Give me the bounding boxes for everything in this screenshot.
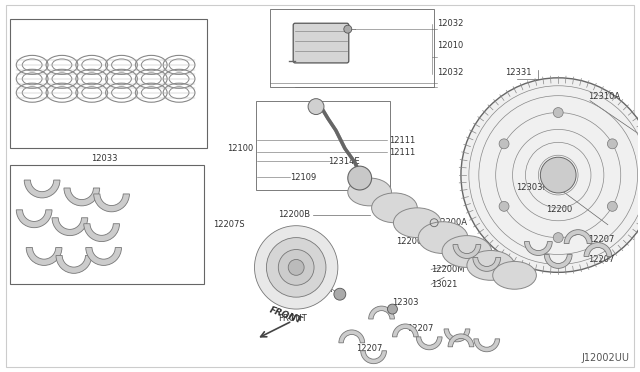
Circle shape [607, 201, 618, 211]
Text: 12303F: 12303F [516, 183, 548, 192]
Wedge shape [416, 337, 442, 350]
Wedge shape [351, 178, 369, 187]
Text: 12303A: 12303A [300, 285, 332, 294]
Wedge shape [26, 247, 62, 265]
Ellipse shape [442, 235, 492, 267]
Circle shape [348, 166, 372, 190]
Text: 12331: 12331 [505, 68, 532, 77]
Text: 12032: 12032 [437, 68, 463, 77]
Wedge shape [584, 243, 612, 256]
Circle shape [499, 201, 509, 211]
Circle shape [334, 288, 346, 300]
Circle shape [387, 304, 397, 314]
Text: 12207: 12207 [356, 344, 382, 353]
Text: 12200: 12200 [547, 205, 573, 214]
Text: 12207S: 12207S [213, 220, 244, 229]
Circle shape [461, 78, 640, 272]
Wedge shape [64, 188, 100, 206]
Text: 12032: 12032 [437, 19, 463, 28]
Circle shape [278, 250, 314, 285]
Ellipse shape [467, 250, 515, 280]
Text: FRONT: FRONT [268, 305, 303, 325]
Text: 12010: 12010 [437, 41, 463, 49]
Wedge shape [24, 180, 60, 198]
Bar [270, 9, 434, 87]
Text: FRONT: FRONT [278, 314, 307, 324]
Ellipse shape [394, 208, 441, 238]
Wedge shape [339, 330, 365, 343]
Ellipse shape [419, 222, 468, 253]
Text: 12314E: 12314E [328, 157, 360, 166]
Text: 12100: 12100 [227, 144, 253, 153]
Circle shape [499, 139, 509, 149]
Ellipse shape [348, 178, 392, 206]
Wedge shape [93, 194, 129, 212]
Text: 12207: 12207 [588, 255, 614, 264]
Text: 12200H: 12200H [397, 237, 429, 246]
Bar [257, 101, 390, 190]
Wedge shape [474, 339, 500, 352]
Wedge shape [16, 210, 52, 228]
Text: 12111: 12111 [390, 148, 416, 157]
Text: 12111: 12111 [390, 136, 416, 145]
Text: 12200B: 12200B [278, 210, 310, 219]
Wedge shape [86, 247, 122, 265]
Wedge shape [351, 169, 369, 178]
Wedge shape [361, 351, 387, 364]
Circle shape [288, 259, 304, 275]
Wedge shape [473, 257, 500, 271]
Wedge shape [56, 256, 92, 273]
Text: 12200A: 12200A [435, 218, 467, 227]
FancyBboxPatch shape [293, 23, 349, 63]
Wedge shape [84, 224, 120, 241]
Ellipse shape [493, 262, 536, 289]
Wedge shape [544, 254, 572, 268]
Circle shape [266, 238, 326, 297]
Wedge shape [369, 306, 394, 319]
Wedge shape [524, 241, 552, 256]
Circle shape [344, 25, 352, 33]
Circle shape [553, 108, 563, 118]
Circle shape [540, 157, 576, 193]
Circle shape [255, 226, 338, 309]
Text: 12303: 12303 [392, 298, 419, 307]
Text: 12200M: 12200M [431, 265, 465, 274]
Wedge shape [564, 230, 592, 244]
Wedge shape [392, 324, 419, 337]
Wedge shape [448, 334, 474, 347]
Text: 12033: 12033 [92, 154, 118, 163]
Wedge shape [444, 329, 470, 342]
Text: 12310A: 12310A [588, 92, 620, 101]
Circle shape [607, 139, 618, 149]
Bar [10, 165, 204, 284]
Text: 12207: 12207 [588, 235, 614, 244]
Wedge shape [453, 244, 481, 259]
Ellipse shape [372, 193, 417, 223]
Bar [10, 19, 207, 148]
Text: J12002UU: J12002UU [582, 353, 630, 363]
Wedge shape [52, 218, 88, 235]
Text: 13021: 13021 [431, 280, 458, 289]
Text: 12207: 12207 [407, 324, 434, 333]
Circle shape [308, 99, 324, 115]
Text: 12109: 12109 [290, 173, 316, 182]
Circle shape [553, 232, 563, 243]
